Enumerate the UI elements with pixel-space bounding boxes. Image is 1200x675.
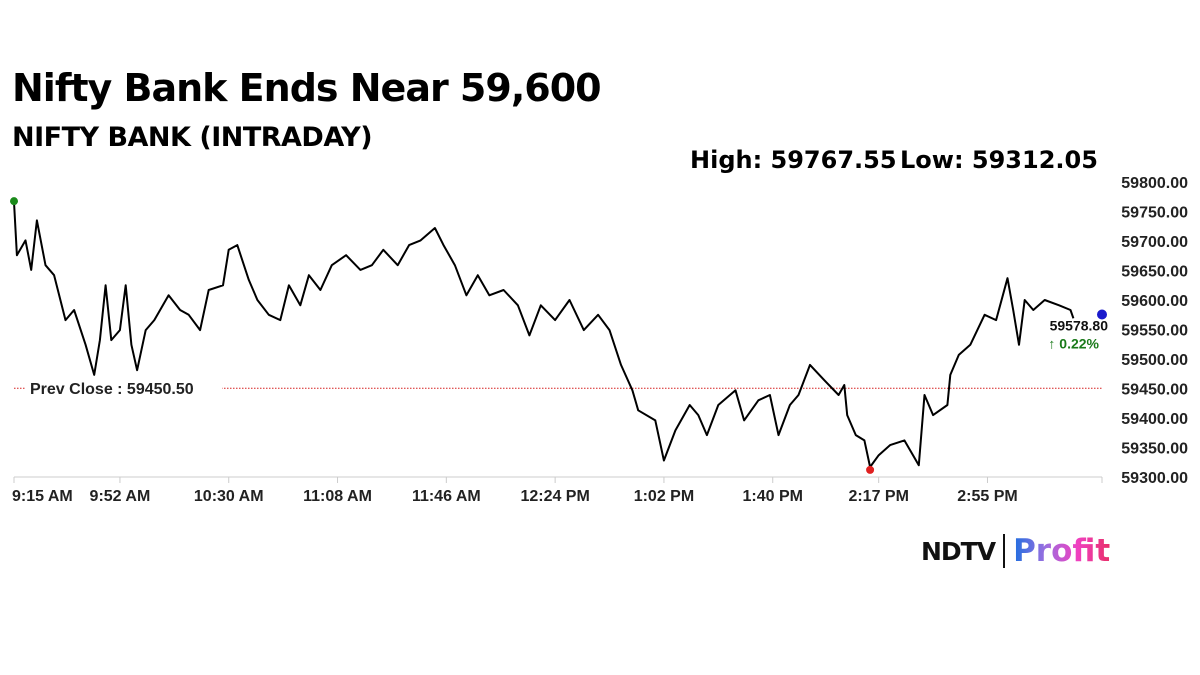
x-tick-label: 1:40 PM — [743, 488, 803, 505]
low-point-marker — [866, 465, 875, 474]
y-tick-label: 59800.00 — [1121, 175, 1188, 192]
last-value-label: 59578.80 — [1050, 318, 1109, 334]
y-tick-label: 59600.00 — [1121, 293, 1188, 310]
x-tick-label: 9:52 AM — [90, 488, 151, 505]
high-point-marker — [10, 197, 18, 206]
y-tick-label: 59550.00 — [1121, 323, 1188, 340]
price-line — [13, 202, 1075, 468]
y-tick-label: 59400.00 — [1121, 411, 1188, 428]
chart-subtitle: NIFTY BANK (INTRADAY) — [12, 122, 373, 153]
logo-brand: NDTV — [921, 536, 996, 566]
x-tick-label: 11:08 AM — [303, 488, 372, 505]
y-tick-label: 59750.00 — [1121, 205, 1188, 222]
day-high-label: High: 59767.55 — [690, 146, 897, 174]
logo-product: Profit — [1013, 533, 1111, 569]
prev-close-label-bg — [26, 378, 222, 399]
last-point-marker — [1097, 309, 1107, 320]
headline: Nifty Bank Ends Near 59,600 — [12, 66, 602, 110]
x-tick-label: 2:55 PM — [957, 488, 1017, 505]
y-tick-label: 59700.00 — [1121, 234, 1188, 251]
change-label: ↑ 0.22% — [1048, 336, 1099, 352]
y-tick-label: 59500.00 — [1121, 352, 1188, 369]
x-tick-label: 10:30 AM — [194, 488, 264, 505]
x-tick-label: 12:24 PM — [520, 488, 589, 505]
y-tick-label: 59650.00 — [1121, 264, 1188, 281]
y-tick-label: 59300.00 — [1121, 470, 1188, 487]
logo-divider — [1003, 534, 1006, 568]
y-tick-label: 59350.00 — [1121, 441, 1188, 458]
y-tick-label: 59450.00 — [1121, 382, 1188, 399]
prev-close-label: Prev Close : 59450.50 — [30, 381, 194, 398]
x-tick-label: 2:17 PM — [848, 488, 908, 505]
ndtv-profit-logo: NDTV Profit — [921, 533, 1110, 569]
x-tick-label: 1:02 PM — [634, 488, 694, 505]
x-tick-label: 9:15 AM — [12, 488, 73, 505]
x-tick-label: 11:46 AM — [412, 488, 481, 505]
day-low-label: Low: 59312.05 — [900, 146, 1098, 174]
